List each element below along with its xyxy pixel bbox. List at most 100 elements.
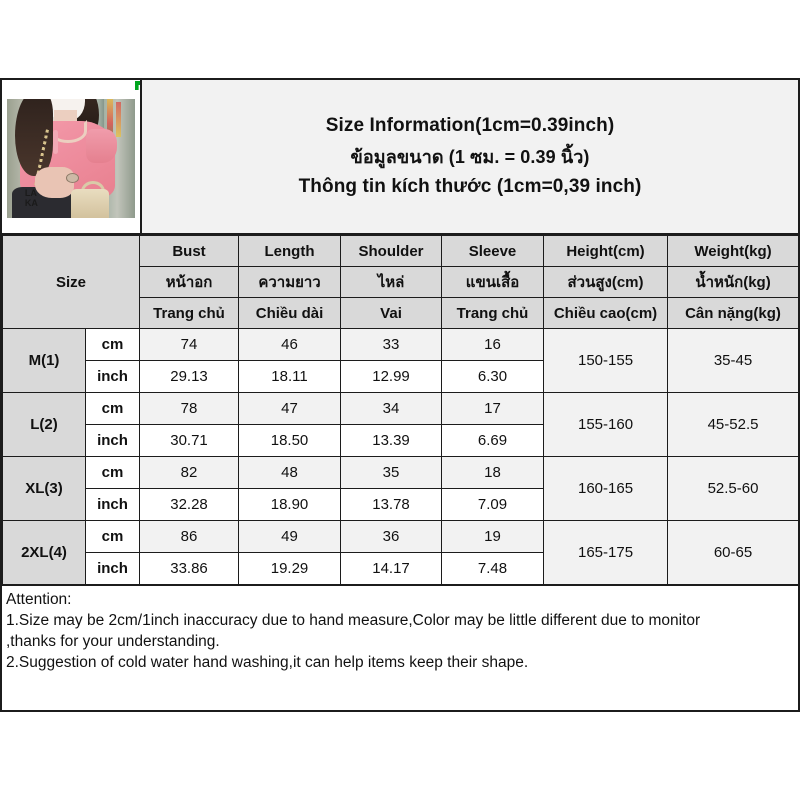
cell-xl-cm-length: 48 — [238, 456, 342, 489]
unit-inch-m: inch — [84, 360, 141, 393]
photo-brand-tag-line1: LA — [24, 188, 37, 199]
photo-button-placket — [53, 130, 59, 154]
cell-xl-cm-sleeve: 18 — [441, 456, 545, 489]
photo-brand-tag-line2: KA — [24, 197, 38, 208]
header-th-weight: น้ำหนัก(kg) — [667, 266, 800, 298]
cell-l-cm-bust: 78 — [139, 392, 240, 425]
cell-2xl-inch-length: 19.29 — [238, 552, 342, 585]
cell-l-height: 155-160 — [543, 392, 669, 457]
cell-m-cm-length: 46 — [238, 328, 342, 361]
cell-m-inch-bust: 29.13 — [139, 360, 240, 393]
cell-xl-inch-length: 18.90 — [238, 488, 342, 521]
table-row: L(2) cm 78 47 34 17 155-160 45-52.5 — [2, 392, 800, 457]
cell-m-weight: 35-45 — [667, 328, 800, 393]
title-english: Size Information(1cm=0.39inch) — [325, 115, 615, 136]
cell-2xl-height: 165-175 — [543, 520, 669, 585]
photo-bottom-margin — [7, 218, 135, 225]
cell-2xl-cm-length: 49 — [238, 520, 342, 553]
cell-l-inch-shoulder: 13.39 — [340, 424, 443, 457]
cell-2xl-cm-shoulder: 36 — [340, 520, 443, 553]
size-label-m: M(1) — [2, 328, 86, 393]
size-label-l: L(2) — [2, 392, 86, 457]
table-header-row-english: Size Bust Length Shoulder Sleeve Height(… — [1, 235, 800, 329]
green-corner-marker-icon — [135, 81, 140, 90]
header-vi-sleeve: Trang chủ — [441, 297, 545, 329]
photo-wall-sticker-secondary — [115, 101, 121, 138]
size-header-cell: Size — [1, 235, 141, 329]
header-en-sleeve: Sleeve — [441, 235, 545, 267]
cell-2xl-inch-sleeve: 7.48 — [441, 552, 545, 585]
cell-2xl-inch-shoulder: 14.17 — [340, 552, 443, 585]
title-block: Size Information(1cm=0.39inch) ข้อมูลขนา… — [142, 80, 798, 233]
size-label-xl: XL(3) — [2, 456, 86, 521]
table-header-row-thai: หน้าอก ความยาว ไหล่ แขนเสื้อ ส่วนสูง(cm)… — [3, 266, 800, 298]
cell-xl-inch-sleeve: 7.09 — [441, 488, 545, 521]
header-vi-shoulder: Vai — [340, 297, 443, 329]
cell-xl-cm-bust: 82 — [139, 456, 240, 489]
chart-header-banner: LA KA Size Information(1cm=0.39inch) ข้อ… — [2, 80, 798, 235]
photo-wall-sticker — [106, 96, 113, 152]
cell-m-inch-shoulder: 12.99 — [340, 360, 443, 393]
cell-l-weight: 45-52.5 — [667, 392, 800, 457]
cell-m-cm-sleeve: 16 — [441, 328, 545, 361]
unit-cm-xl: cm — [84, 456, 141, 489]
cell-2xl-cm-sleeve: 19 — [441, 520, 545, 553]
cell-m-cm-bust: 74 — [139, 328, 240, 361]
table-row: inch 33.86 19.29 14.17 7.48 — [3, 552, 799, 585]
unit-cm-l: cm — [84, 392, 141, 425]
cell-2xl-cm-bust: 86 — [139, 520, 240, 553]
cell-xl-cm-shoulder: 35 — [340, 456, 443, 489]
photo-wristwatch — [65, 172, 80, 184]
photo-model-arm — [35, 167, 74, 198]
photo-brand-tag: LA KA — [24, 188, 53, 211]
unit-inch-2xl: inch — [84, 552, 141, 585]
header-en-shoulder: Shoulder — [340, 235, 443, 267]
cell-m-cm-shoulder: 33 — [340, 328, 443, 361]
unit-cm-2xl: cm — [84, 520, 141, 553]
title-thai: ข้อมูลขนาด (1 ซม. = 0.39 นิ้ว) — [350, 147, 590, 167]
cell-l-cm-sleeve: 17 — [441, 392, 545, 425]
header-th-bust: หน้าอก — [139, 266, 240, 298]
cell-l-cm-length: 47 — [238, 392, 342, 425]
header-th-height: ส่วนสูง(cm) — [543, 266, 669, 298]
attention-note-2: 2.Suggestion of cold water hand washing,… — [6, 653, 529, 671]
cell-xl-inch-shoulder: 13.78 — [340, 488, 443, 521]
size-table: Size Bust Length Shoulder Sleeve Height(… — [1, 235, 800, 585]
attention-note-1-line2: ,thanks for your understanding. — [6, 632, 220, 650]
product-photo: LA KA — [7, 88, 135, 225]
cell-l-cm-shoulder: 34 — [340, 392, 443, 425]
size-label-2xl: 2XL(4) — [2, 520, 86, 585]
cell-m-height: 150-155 — [543, 328, 669, 393]
size-chart-card: LA KA Size Information(1cm=0.39inch) ข้อ… — [0, 78, 800, 712]
unit-cm-m: cm — [84, 328, 141, 361]
header-en-height: Height(cm) — [543, 235, 669, 267]
unit-inch-l: inch — [84, 424, 141, 457]
cell-xl-weight: 52.5-60 — [667, 456, 800, 521]
cell-l-inch-length: 18.50 — [238, 424, 342, 457]
cell-l-inch-sleeve: 6.69 — [441, 424, 545, 457]
header-vi-weight: Cân nặng(kg) — [667, 297, 800, 329]
attention-label: Attention: — [6, 591, 72, 608]
cell-m-inch-sleeve: 6.30 — [441, 360, 545, 393]
table-row: XL(3) cm 82 48 35 18 160-165 52.5-60 — [2, 456, 800, 521]
photo-top-margin — [7, 88, 135, 99]
cell-xl-inch-bust: 32.28 — [139, 488, 240, 521]
header-vi-height: Chiều cao(cm) — [543, 297, 669, 329]
product-photo-cell: LA KA — [2, 80, 142, 233]
header-vi-length: Chiều dài — [238, 297, 342, 329]
header-th-length: ความยาว — [238, 266, 342, 298]
table-row: M(1) cm 74 46 33 16 150-155 35-45 — [2, 328, 800, 393]
cell-xl-height: 160-165 — [543, 456, 669, 521]
table-header-row-vietnamese: Trang chủ Chiều dài Vai Trang chủ Chiều … — [3, 297, 800, 329]
header-th-shoulder: ไหล่ — [340, 266, 443, 298]
cell-m-inch-length: 18.11 — [238, 360, 342, 393]
header-en-bust: Bust — [139, 235, 240, 267]
table-row: 2XL(4) cm 86 49 36 19 165-175 60-65 — [2, 520, 800, 585]
attention-notes: Attention: 1.Size may be 2cm/1inch inacc… — [2, 585, 798, 710]
header-en-weight: Weight(kg) — [667, 235, 800, 267]
photo-short-sleeve — [86, 129, 118, 164]
attention-note-1-line1: 1.Size may be 2cm/1inch inaccuracy due t… — [6, 611, 701, 629]
cell-2xl-inch-bust: 33.86 — [139, 552, 240, 585]
cell-2xl-weight: 60-65 — [667, 520, 800, 585]
